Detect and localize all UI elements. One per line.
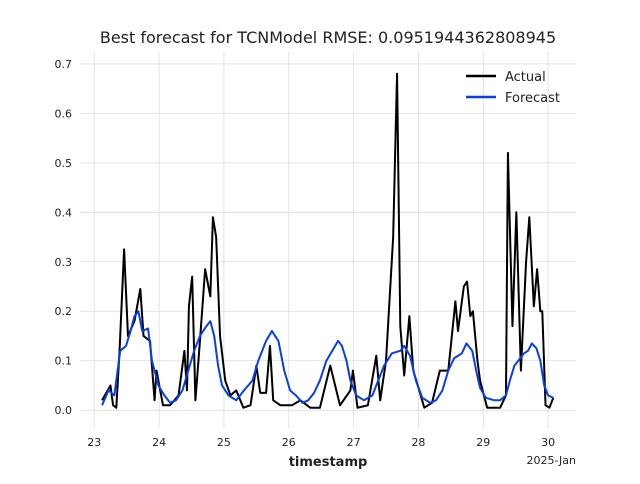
y-tick-label: 0.0 <box>55 404 73 417</box>
x-tick-label: 24 <box>152 436 166 449</box>
legend-label: Actual <box>505 70 546 85</box>
x-offset-label: 2025-Jan <box>526 454 576 467</box>
y-tick-label: 0.3 <box>55 256 73 269</box>
legend-label: Forecast <box>505 91 560 106</box>
x-tick-label: 26 <box>282 436 296 449</box>
x-tick-label: 23 <box>87 436 101 449</box>
x-tick-label: 29 <box>476 436 490 449</box>
y-tick-label: 0.1 <box>55 355 73 368</box>
x-tick-label: 25 <box>217 436 231 449</box>
x-tick-label: 28 <box>411 436 425 449</box>
x-tick-label: 30 <box>541 436 555 449</box>
line-series <box>101 72 555 409</box>
y-tick-label: 0.6 <box>55 107 73 120</box>
y-tick-label: 0.7 <box>55 58 73 71</box>
x-tick-label: 27 <box>347 436 361 449</box>
line-series <box>101 310 554 406</box>
y-tick-label: 0.2 <box>55 305 73 318</box>
y-tick-label: 0.5 <box>55 157 73 170</box>
y-tick-label: 0.4 <box>55 206 73 219</box>
chart-title: Best forecast for TCNModel RMSE: 0.09519… <box>100 28 556 47</box>
x-axis-label: timestamp <box>289 455 368 470</box>
